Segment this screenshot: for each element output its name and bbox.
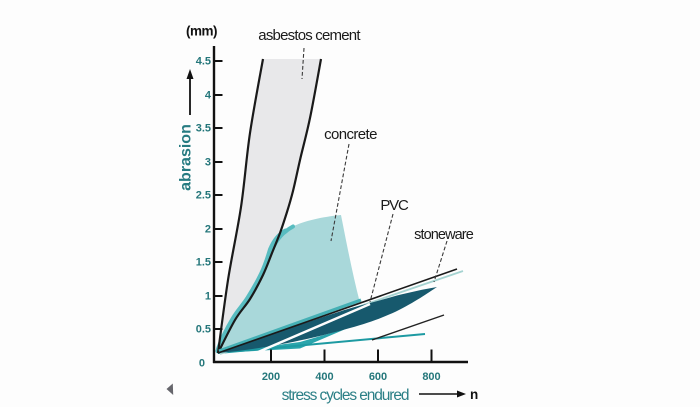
- svg-text:400: 400: [315, 371, 333, 383]
- svg-text:600: 600: [369, 371, 387, 383]
- svg-text:800: 800: [422, 371, 440, 383]
- svg-text:2: 2: [205, 224, 211, 236]
- svg-text:3.5: 3.5: [196, 123, 211, 135]
- svg-text:0: 0: [199, 358, 205, 370]
- svg-text:stress cycles endured: stress cycles endured: [282, 387, 409, 404]
- svg-text:PVC: PVC: [380, 197, 409, 214]
- svg-text:200: 200: [262, 371, 280, 383]
- svg-text:n: n: [470, 387, 478, 402]
- svg-text:(mm): (mm): [186, 24, 217, 39]
- svg-text:4.5: 4.5: [196, 56, 211, 68]
- svg-text:2.5: 2.5: [196, 190, 211, 202]
- svg-text:4: 4: [205, 90, 212, 102]
- svg-text:concrete: concrete: [324, 126, 377, 143]
- svg-text:3: 3: [205, 157, 211, 169]
- svg-text:0.5: 0.5: [196, 324, 211, 336]
- svg-text:1: 1: [205, 291, 211, 303]
- svg-text:abrasion: abrasion: [178, 124, 195, 191]
- svg-text:asbestos cement: asbestos cement: [258, 27, 361, 44]
- svg-text:1.5: 1.5: [196, 257, 211, 269]
- svg-text:stoneware: stoneware: [414, 227, 474, 243]
